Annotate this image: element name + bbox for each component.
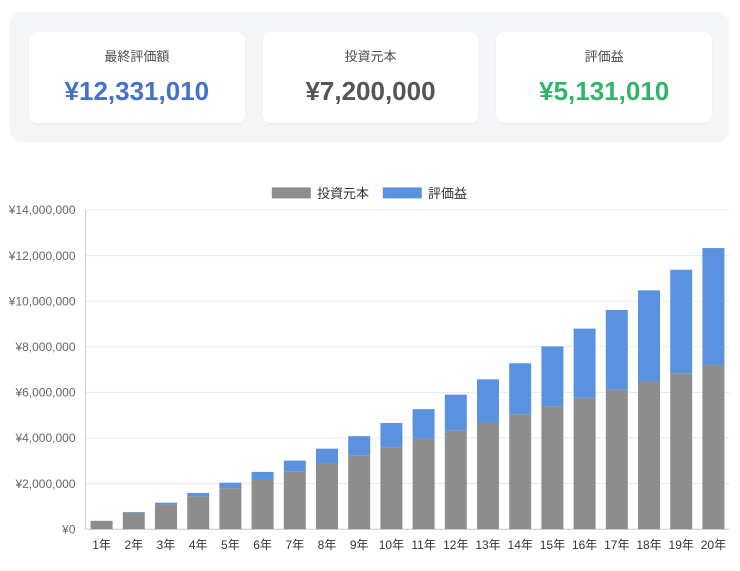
svg-text:¥6,000,000: ¥6,000,000 xyxy=(14,386,75,400)
svg-text:投資元本: 投資元本 xyxy=(317,186,369,201)
svg-text:10年: 10年 xyxy=(379,538,404,552)
svg-text:5年: 5年 xyxy=(221,538,240,552)
svg-text:¥10,000,000: ¥10,000,000 xyxy=(8,294,76,308)
svg-text:¥8,000,000: ¥8,000,000 xyxy=(14,340,75,354)
svg-text:¥0: ¥0 xyxy=(61,522,76,536)
svg-text:8年: 8年 xyxy=(318,538,337,552)
svg-text:14年: 14年 xyxy=(508,538,533,552)
svg-text:評価益: 評価益 xyxy=(428,186,467,201)
svg-text:19年: 19年 xyxy=(669,538,694,552)
svg-text:15年: 15年 xyxy=(540,538,565,552)
svg-text:17年: 17年 xyxy=(604,538,629,552)
svg-text:¥12,000,000: ¥12,000,000 xyxy=(8,249,76,263)
svg-text:18年: 18年 xyxy=(636,538,661,552)
svg-text:13年: 13年 xyxy=(475,538,500,552)
svg-text:1年: 1年 xyxy=(92,538,111,552)
svg-text:¥4,000,000: ¥4,000,000 xyxy=(14,431,75,445)
svg-text:¥2,000,000: ¥2,000,000 xyxy=(14,477,75,491)
svg-text:3年: 3年 xyxy=(157,538,176,552)
svg-text:11年: 11年 xyxy=(411,538,435,552)
svg-text:20年: 20年 xyxy=(701,538,726,552)
svg-text:16年: 16年 xyxy=(572,538,597,552)
svg-text:6年: 6年 xyxy=(253,538,272,552)
svg-text:4年: 4年 xyxy=(189,538,208,552)
svg-text:¥14,000,000: ¥14,000,000 xyxy=(8,203,76,217)
svg-text:7年: 7年 xyxy=(285,538,304,552)
svg-text:12年: 12年 xyxy=(443,538,468,552)
svg-text:2年: 2年 xyxy=(124,538,143,552)
svg-text:9年: 9年 xyxy=(350,538,369,552)
